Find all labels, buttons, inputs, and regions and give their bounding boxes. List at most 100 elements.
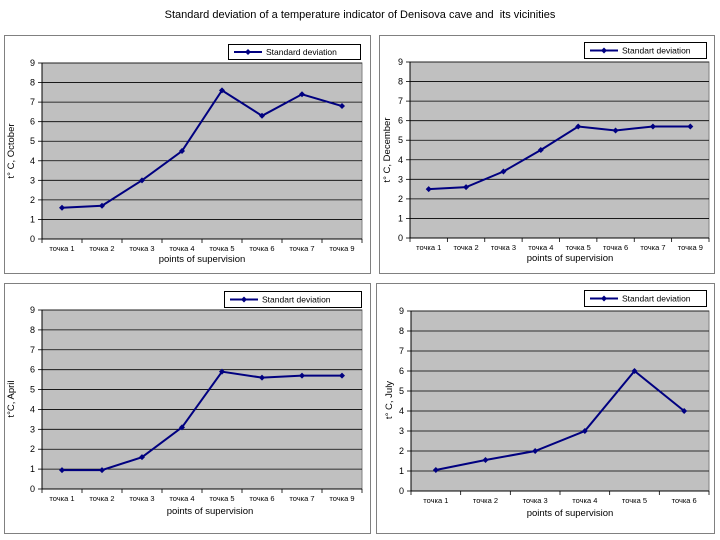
legend-marker (601, 295, 607, 302)
x-tick-label: точка 2 (473, 496, 498, 505)
data-point (259, 374, 265, 381)
x-tick-label: точка 6 (603, 243, 628, 252)
legend-marker (245, 49, 251, 55)
y-tick-label: 2 (30, 195, 35, 205)
y-tick-label: 8 (398, 77, 403, 87)
y-tick-label: 0 (30, 484, 35, 494)
x-tick-label: точка 6 (249, 244, 274, 253)
x-tick-label: точка 7 (289, 494, 314, 503)
y-tick-label: 4 (399, 406, 404, 416)
data-point (631, 368, 638, 374)
x-tick-label: точка 7 (640, 243, 665, 252)
y-tick-label: 4 (30, 404, 35, 414)
data-point (139, 177, 145, 184)
data-point (179, 424, 185, 431)
y-tick-label: 3 (30, 424, 35, 434)
y-tick-label: 6 (30, 365, 35, 375)
y-tick-label: 0 (30, 234, 35, 244)
y-tick-label: 8 (30, 325, 35, 335)
x-tick-label: точка 5 (566, 243, 591, 252)
data-point (59, 204, 65, 211)
y-tick-label: 3 (399, 426, 404, 436)
y-tick-label: 7 (30, 345, 35, 355)
chart-2: 0 1 2 3 4 5 6 7 8 9 точка 1 точка 2 точка 3 точка 4 то… (379, 35, 715, 274)
x-tick-label: точка 2 (453, 243, 478, 252)
x-axis-label: points of supervision (159, 254, 246, 265)
data-point (482, 457, 489, 463)
data-point (139, 454, 145, 461)
data-point (537, 147, 544, 153)
data-point (59, 467, 65, 474)
y-tick-label: 1 (399, 466, 404, 476)
data-point (219, 87, 225, 94)
y-tick-label: 0 (399, 486, 404, 496)
data-point (575, 123, 582, 130)
y-axis-label: t° C, October (6, 123, 17, 178)
page-title: Standard deviation of a temperature indi… (164, 9, 556, 21)
data-point (259, 112, 265, 119)
y-axis-label: t°C, April (6, 380, 17, 417)
data-point (99, 467, 105, 474)
legend-box (224, 291, 362, 308)
y-tick-label: 9 (398, 57, 403, 67)
x-tick-label: точка 4 (528, 243, 553, 252)
data-point (425, 186, 432, 193)
chart-1: 0 1 2 3 4 5 6 7 8 9 точка 1 точка 2 точка 3 точка 4 то… (4, 35, 371, 274)
data-point (99, 202, 105, 209)
x-tick-label: точка 4 (572, 496, 597, 505)
x-tick-label: точка 5 (622, 496, 647, 505)
x-tick-label: точка 2 (89, 244, 114, 253)
legend-marker (241, 296, 247, 303)
x-tick-label: точка 1 (423, 496, 448, 505)
y-tick-label: 7 (399, 346, 404, 356)
data-point (179, 148, 185, 154)
y-axis-label: t° C, December (382, 117, 393, 182)
data-point (299, 372, 305, 379)
y-tick-label: 2 (399, 446, 404, 456)
data-point (219, 368, 225, 375)
y-tick-label: 7 (398, 96, 403, 106)
y-tick-label: 8 (30, 78, 35, 88)
legend-marker (601, 47, 607, 54)
data-point (299, 91, 305, 98)
y-tick-label: 3 (30, 175, 35, 185)
data-point (339, 103, 345, 110)
y-tick-label: 5 (30, 136, 35, 146)
plot-area (41, 62, 363, 240)
x-tick-label: точка 3 (129, 244, 154, 253)
x-tick-label: точка 9 (678, 243, 703, 252)
y-tick-label: 4 (398, 155, 403, 165)
x-axis-label: points of supervision (527, 508, 614, 519)
plot-area (410, 310, 710, 492)
x-axis-label: points of supervision (167, 506, 254, 517)
legend-box (584, 42, 707, 59)
x-tick-label: точка 9 (329, 494, 354, 503)
x-tick-label: точка 5 (209, 244, 234, 253)
data-point (681, 408, 688, 414)
chart-3: 0 1 2 3 4 5 6 7 8 9 точка 1 точка 2 точка 3 точка 4 то… (4, 283, 371, 534)
y-tick-label: 7 (30, 97, 35, 107)
y-tick-label: 1 (30, 214, 35, 224)
y-tick-label: 5 (399, 386, 404, 396)
data-point (339, 372, 345, 379)
data-point (432, 467, 439, 473)
y-tick-label: 6 (398, 116, 403, 126)
y-tick-label: 0 (398, 233, 403, 243)
x-tick-label: точка 2 (89, 494, 114, 503)
legend-label: Standart deviation (622, 294, 691, 304)
y-axis-label: t° C, July (384, 381, 395, 419)
y-tick-label: 5 (398, 135, 403, 145)
series-line (61, 89, 343, 209)
data-point (649, 123, 656, 130)
plot-area (409, 61, 710, 239)
data-point (581, 428, 588, 434)
y-tick-label: 9 (30, 305, 35, 315)
x-tick-label: точка 3 (129, 494, 154, 503)
y-tick-label: 2 (398, 194, 403, 204)
y-tick-label: 6 (399, 366, 404, 376)
y-tick-label: 5 (30, 385, 35, 395)
legend-label: Standart deviation (262, 295, 331, 305)
x-tick-label: точка 5 (209, 494, 234, 503)
data-point (612, 127, 619, 134)
